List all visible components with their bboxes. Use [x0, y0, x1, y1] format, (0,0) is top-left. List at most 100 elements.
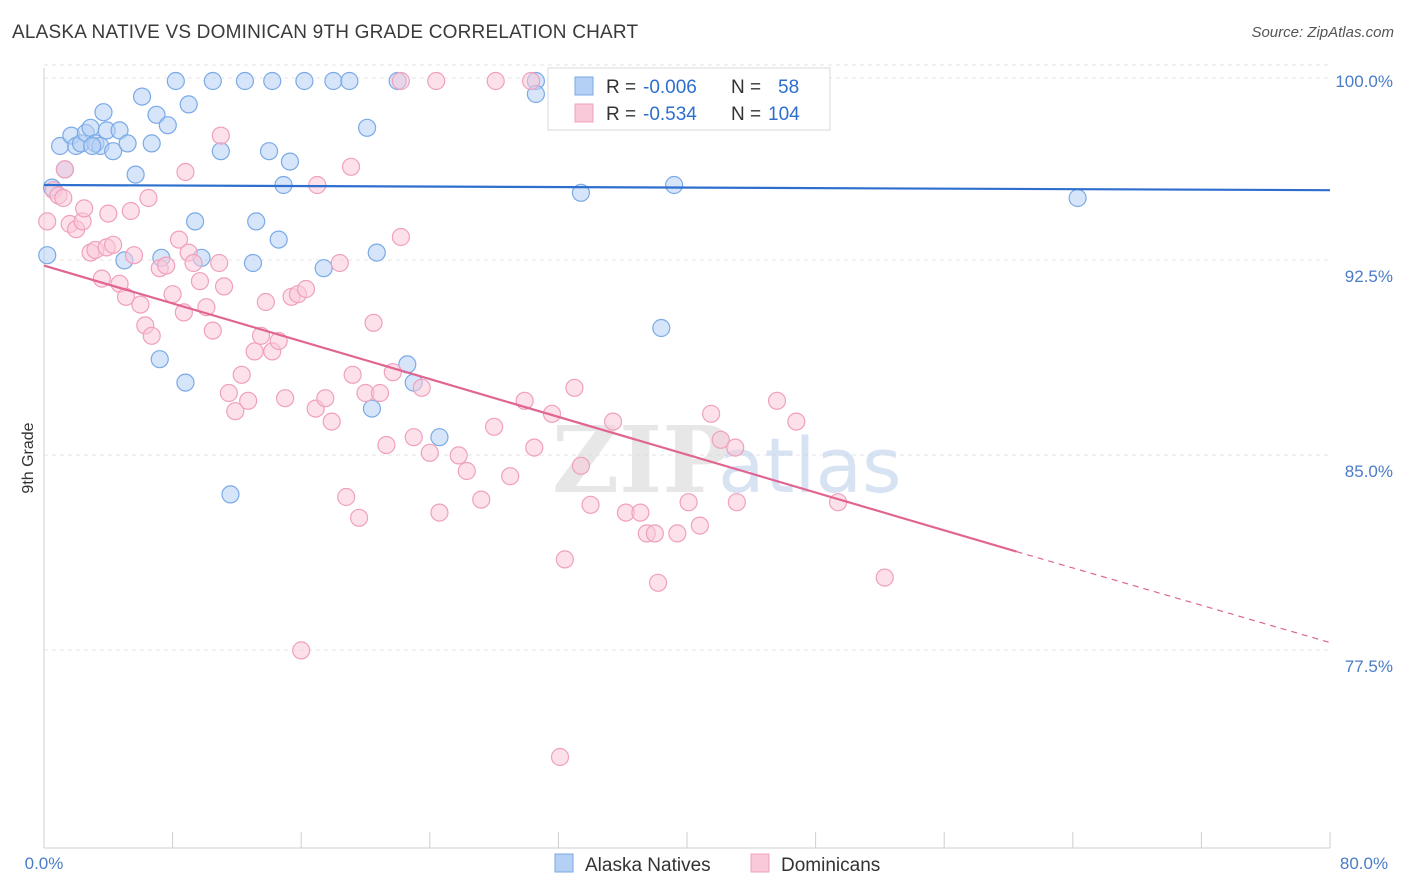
- point-dominicans-32: [232, 365, 251, 384]
- point-dominicans-34: [245, 342, 264, 361]
- point-dominicans-0: [38, 212, 57, 231]
- point-alaska-natives-8: [81, 118, 100, 137]
- point-alaska-natives-42: [150, 350, 169, 369]
- point-alaska-natives-20: [158, 116, 177, 135]
- legend-swatch-dominicans: [574, 103, 594, 123]
- point-dominicans-78: [668, 524, 687, 543]
- x-tick-label-min: 0.0%: [25, 854, 64, 873]
- point-dominicans-85: [787, 412, 806, 431]
- series-alaska-natives: [38, 71, 1087, 504]
- point-dominicans-77: [648, 573, 668, 592]
- trend-line-alaska-natives: [43, 183, 1331, 192]
- point-alaska-natives-11: [94, 103, 113, 122]
- point-alaska-natives-53: [1068, 188, 1087, 208]
- series-dominicans: [38, 71, 894, 767]
- point-alaska-natives-29: [211, 142, 230, 161]
- chart-title: ALASKA NATIVE VS DOMINICAN 9TH GRADE COR…: [12, 22, 639, 43]
- point-dominicans-71: [581, 495, 600, 514]
- point-alaska-natives-21: [166, 71, 185, 91]
- point-dominicans-42: [296, 279, 316, 299]
- point-alaska-natives-15: [118, 134, 137, 153]
- point-dominicans-27: [203, 321, 222, 340]
- point-dominicans-76: [645, 524, 664, 543]
- point-alaska-natives-13: [104, 142, 123, 161]
- point-dominicans-53: [377, 435, 396, 455]
- point-dominicans-69: [565, 378, 584, 397]
- point-alaska-natives-38: [314, 259, 333, 278]
- stats-legend-box: [547, 67, 831, 131]
- legend-n-value-0: 58: [778, 77, 799, 98]
- point-alaska-natives-16: [126, 165, 145, 184]
- point-dominicans-63: [485, 417, 504, 436]
- point-dominicans-57: [412, 378, 431, 397]
- point-dominicans-80: [690, 516, 709, 535]
- x-tick-label-max: 80.0%: [1340, 854, 1388, 873]
- point-dominicans-67: [542, 404, 562, 423]
- point-dominicans-14: [124, 246, 144, 265]
- trend-lines: [43, 183, 1331, 644]
- point-dominicans-89: [292, 641, 311, 660]
- point-dominicans-56: [404, 428, 423, 447]
- source-credit: Source: ZipAtlas.com: [1251, 24, 1394, 41]
- legend-r-label-1: R =: [606, 104, 636, 125]
- point-dominicans-74: [631, 503, 650, 522]
- point-dominicans-103: [727, 493, 746, 512]
- point-dominicans-92: [427, 71, 446, 91]
- point-dominicans-88: [550, 747, 570, 767]
- y-tick-label-3: 77.5%: [1345, 657, 1393, 676]
- point-alaska-natives-18: [142, 134, 161, 153]
- y-tick-label-1: 92.5%: [1345, 267, 1393, 286]
- point-alaska-natives-14: [110, 121, 129, 140]
- point-dominicans-81: [702, 404, 721, 423]
- point-dominicans-97: [176, 162, 195, 182]
- bottom-legend-label-alaska-natives: Alaska Natives: [585, 855, 711, 876]
- legend-swatch-alaska-natives: [574, 76, 594, 96]
- legend-n-label-1: N =: [731, 104, 761, 125]
- point-alaska-natives-54: [652, 318, 671, 338]
- point-dominicans-66: [525, 438, 544, 457]
- trend-line-dominicans: [43, 264, 1017, 553]
- point-dominicans-60: [449, 446, 468, 465]
- point-alaska-natives-56: [358, 118, 377, 137]
- point-dominicans-79: [679, 493, 698, 512]
- point-alaska-natives-19: [147, 105, 166, 124]
- point-dominicans-99: [121, 201, 140, 221]
- point-alaska-natives-57: [83, 136, 102, 156]
- legend-r-value-1: -0.534: [643, 104, 697, 125]
- stats-legend: R = -0.006 N = 58 R = -0.534 N = 104: [547, 67, 831, 131]
- point-alaska-natives-33: [186, 212, 205, 231]
- point-dominicans-98: [139, 188, 158, 208]
- point-alaska-natives-31: [280, 152, 300, 171]
- point-alaska-natives-52: [665, 175, 684, 195]
- point-dominicans-72: [603, 412, 623, 431]
- point-dominicans-59: [430, 503, 449, 522]
- point-alaska-natives-24: [235, 71, 255, 91]
- point-dominicans-55: [391, 227, 410, 247]
- point-dominicans-83: [726, 438, 745, 457]
- point-dominicans-47: [337, 487, 356, 507]
- point-alaska-natives-51: [571, 183, 591, 202]
- point-dominicans-11: [104, 235, 123, 254]
- y-tick-labels: 100.0% 92.5% 85.0% 77.5%: [1335, 72, 1393, 676]
- point-dominicans-13: [116, 287, 136, 306]
- legend-n-value-1: 104: [768, 104, 800, 125]
- point-dominicans-49: [349, 508, 369, 527]
- point-alaska-natives-30: [259, 142, 279, 161]
- point-dominicans-39: [276, 389, 295, 408]
- point-dominicans-101: [75, 199, 94, 218]
- point-dominicans-62: [472, 490, 491, 509]
- bottom-legend-swatch-dominicans: [750, 853, 770, 873]
- point-dominicans-33: [239, 391, 258, 410]
- point-alaska-natives-35: [269, 230, 288, 249]
- point-alaska-natives-55: [221, 485, 240, 504]
- point-dominicans-93: [391, 71, 410, 91]
- point-alaska-natives-47: [430, 428, 449, 447]
- point-dominicans-45: [322, 412, 341, 431]
- point-dominicans-36: [256, 292, 275, 312]
- point-alaska-natives-27: [324, 71, 343, 91]
- point-dominicans-48: [343, 365, 362, 384]
- point-dominicans-61: [457, 461, 476, 481]
- point-dominicans-44: [316, 389, 335, 408]
- point-alaska-natives-46: [362, 399, 382, 418]
